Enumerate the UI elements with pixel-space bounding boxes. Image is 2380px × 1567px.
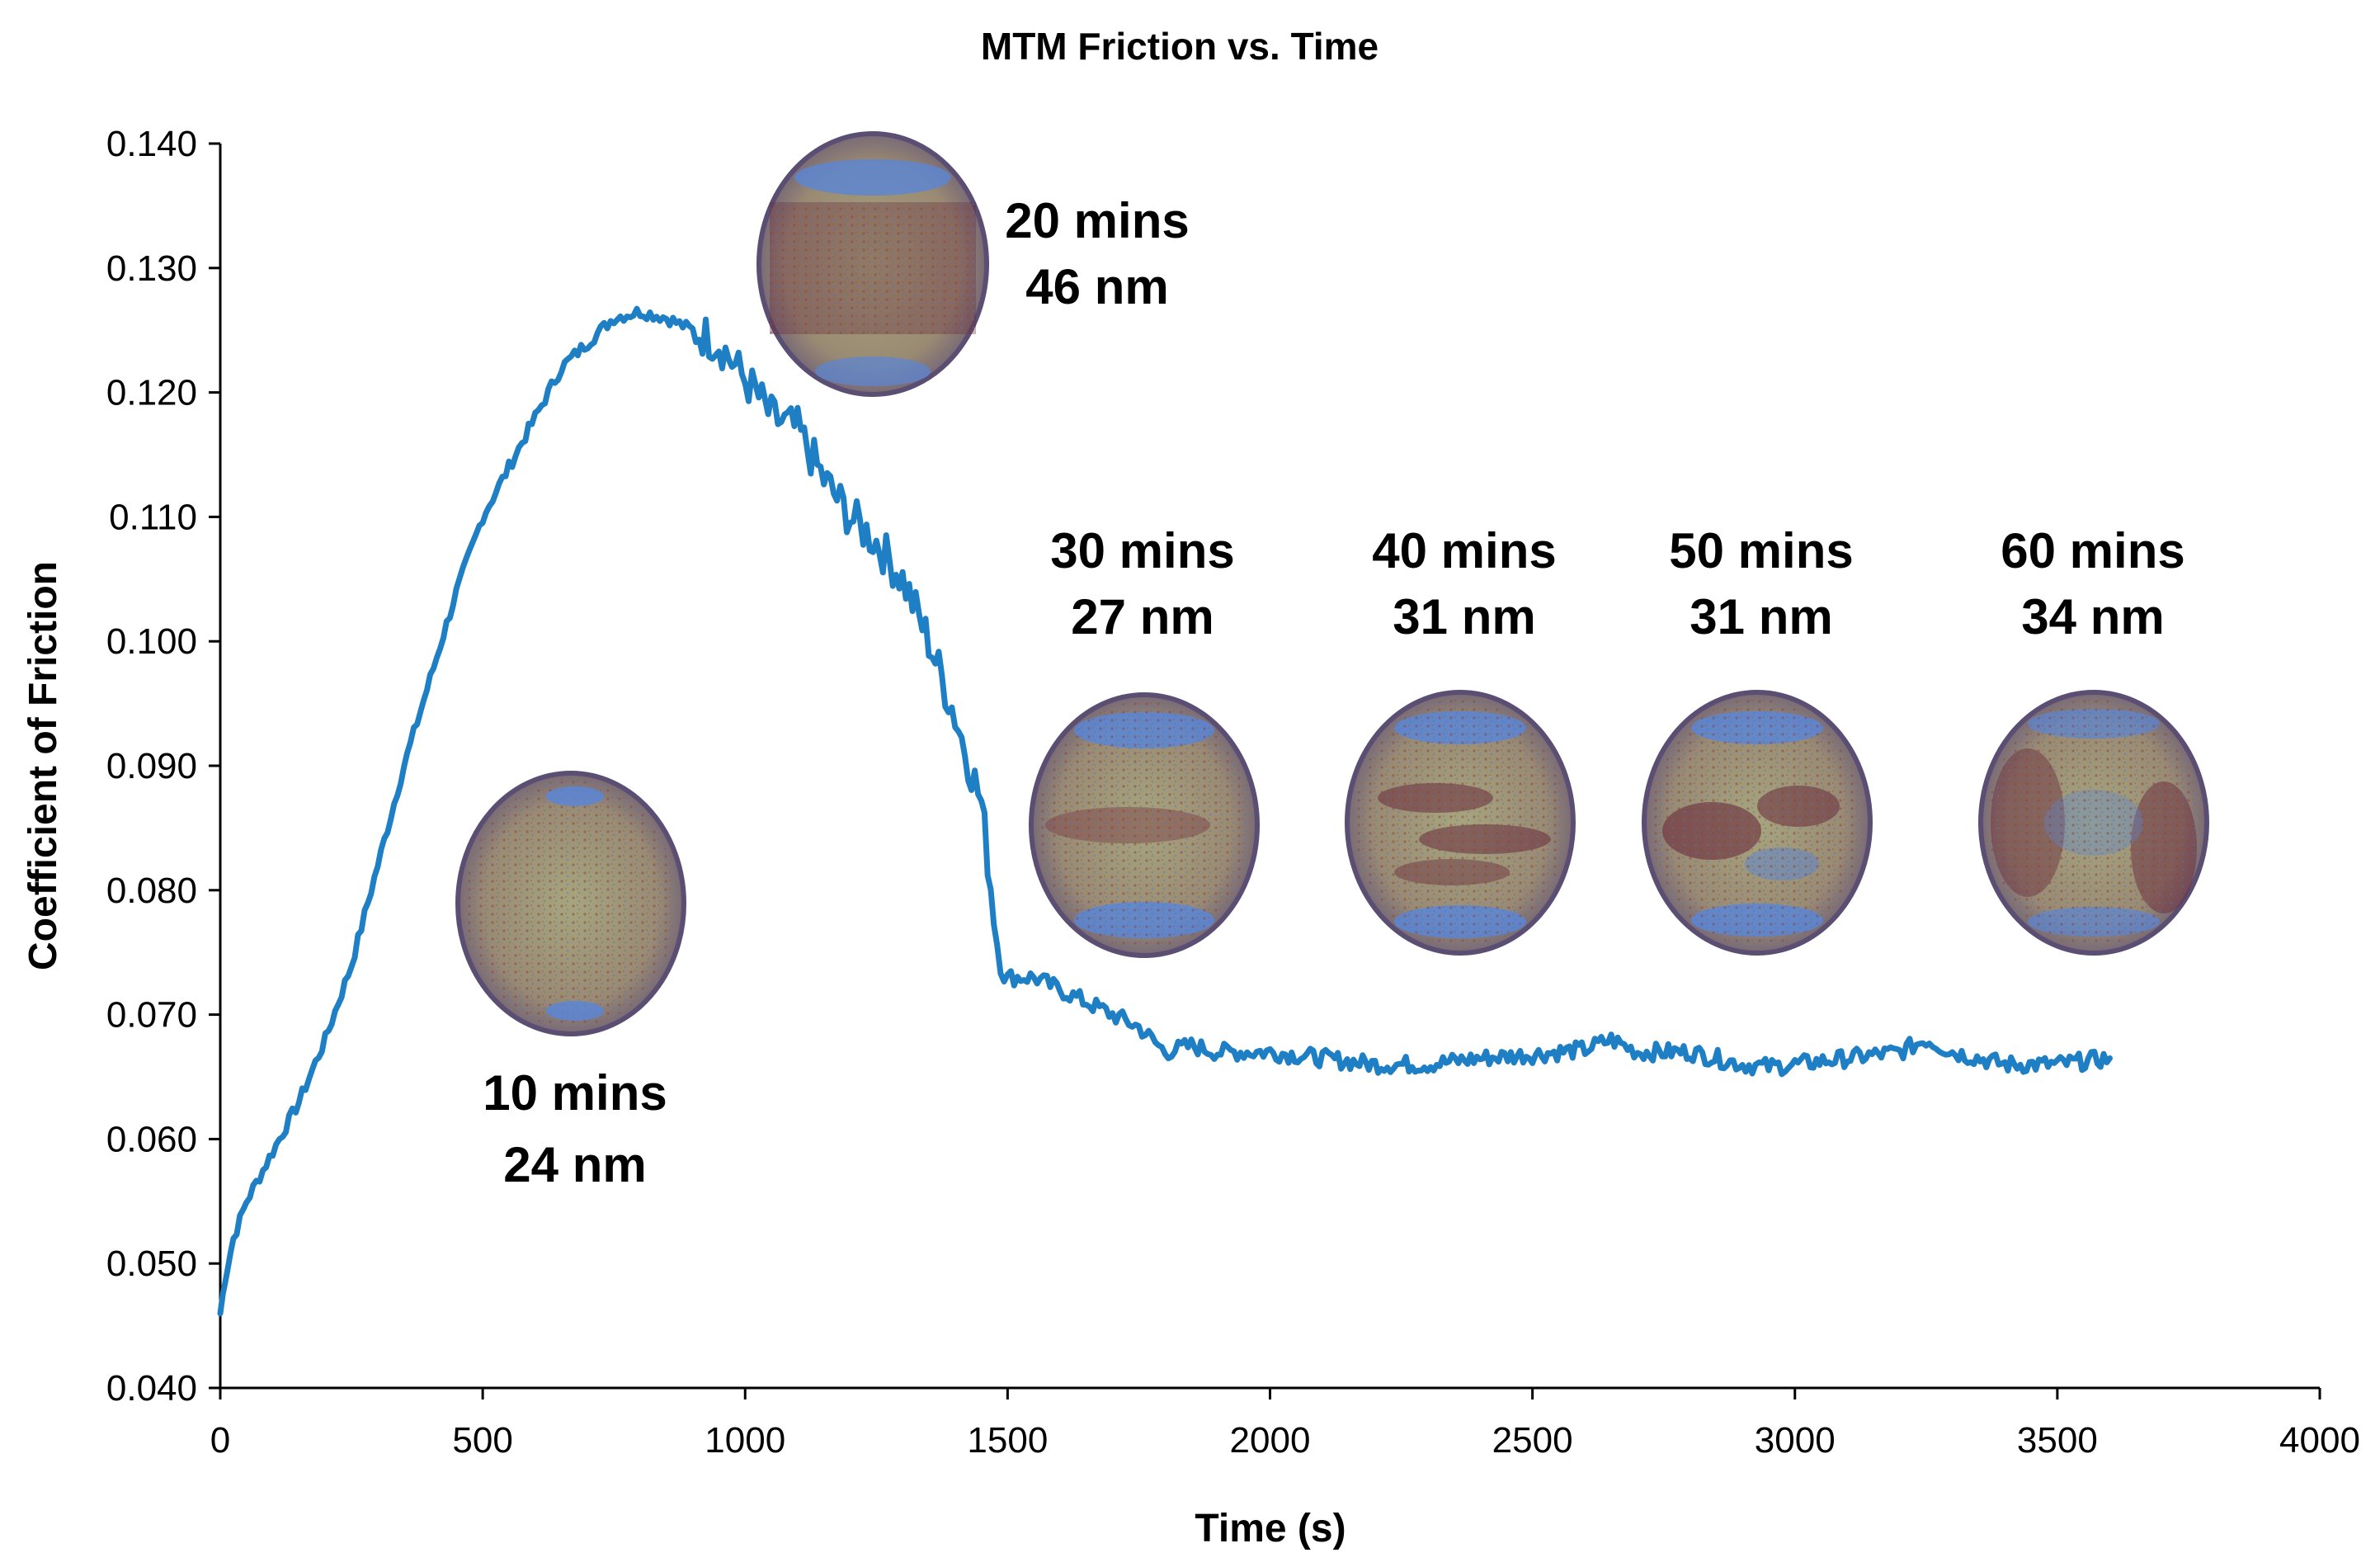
annotation-50-mins-value: 31 nm bbox=[1690, 589, 1832, 644]
disc-20-mins bbox=[756, 131, 989, 397]
disc-10-mins bbox=[455, 771, 686, 1036]
annotation-60-mins-value: 34 nm bbox=[2021, 589, 2164, 644]
series-line bbox=[217, 305, 2113, 1317]
y-tick-label: 0.040 bbox=[106, 1368, 197, 1409]
disc-50-mins bbox=[1642, 690, 1873, 956]
x-tick-label: 500 bbox=[452, 1420, 512, 1461]
disc-40-mins bbox=[1345, 690, 1576, 956]
y-tick-label: 0.050 bbox=[106, 1244, 197, 1284]
y-tick-label: 0.070 bbox=[106, 995, 197, 1036]
y-tick-label: 0.140 bbox=[106, 124, 197, 164]
chart-title: MTM Friction vs. Time bbox=[981, 25, 1379, 68]
y-axis-label: Coefficient of Friction bbox=[21, 561, 65, 970]
x-axis-label: Time (s) bbox=[1195, 1507, 1346, 1550]
x-tick-label: 2500 bbox=[1492, 1420, 1573, 1461]
x-tick-label: 3500 bbox=[2017, 1420, 2098, 1461]
annotation-40-mins-value: 31 nm bbox=[1393, 589, 1535, 644]
x-tick-label: 2000 bbox=[1230, 1420, 1311, 1461]
y-tick-label: 0.120 bbox=[106, 373, 197, 413]
y-tick-label: 0.110 bbox=[109, 497, 197, 537]
annotation-40-mins-time: 40 mins bbox=[1372, 523, 1556, 578]
x-tick-label: 1500 bbox=[967, 1420, 1048, 1461]
annotation-10-mins-time: 10 mins bbox=[483, 1065, 667, 1121]
annotation-30-mins-time: 30 mins bbox=[1050, 523, 1234, 578]
x-tick-label: 0 bbox=[210, 1420, 230, 1461]
disc-images bbox=[455, 131, 2209, 1036]
annotation-50-mins-time: 50 mins bbox=[1669, 523, 1853, 578]
annotation-20-mins-value: 46 nm bbox=[1025, 259, 1168, 314]
x-ticks: 0 500 1000 1500 2000 2500 3000 3500 4000 bbox=[210, 1388, 2360, 1461]
annotation-30-mins-value: 27 nm bbox=[1071, 589, 1214, 644]
annotation-10-mins-value: 24 nm bbox=[503, 1137, 646, 1192]
x-tick-label: 3000 bbox=[1755, 1420, 1836, 1461]
disc-30-mins bbox=[1029, 692, 1260, 958]
y-ticks: 0.040 0.050 0.060 0.070 0.080 0.090 0.100 0.110… bbox=[106, 124, 220, 1409]
annotation-60-mins-time: 60 mins bbox=[2001, 523, 2184, 578]
y-tick-label: 0.130 bbox=[106, 248, 197, 289]
y-tick-label: 0.100 bbox=[106, 621, 197, 662]
y-tick-label: 0.080 bbox=[106, 871, 197, 911]
x-tick-label: 4000 bbox=[2279, 1420, 2360, 1461]
y-tick-label: 0.060 bbox=[106, 1119, 197, 1159]
annotation-20-mins-time: 20 mins bbox=[1005, 193, 1189, 248]
y-tick-label: 0.090 bbox=[106, 746, 197, 786]
annotations: 10 mins 24 nm 20 mins 46 nm 30 mins 27 n… bbox=[483, 193, 2184, 1192]
x-tick-label: 1000 bbox=[705, 1420, 785, 1461]
disc-60-mins bbox=[1978, 690, 2209, 956]
